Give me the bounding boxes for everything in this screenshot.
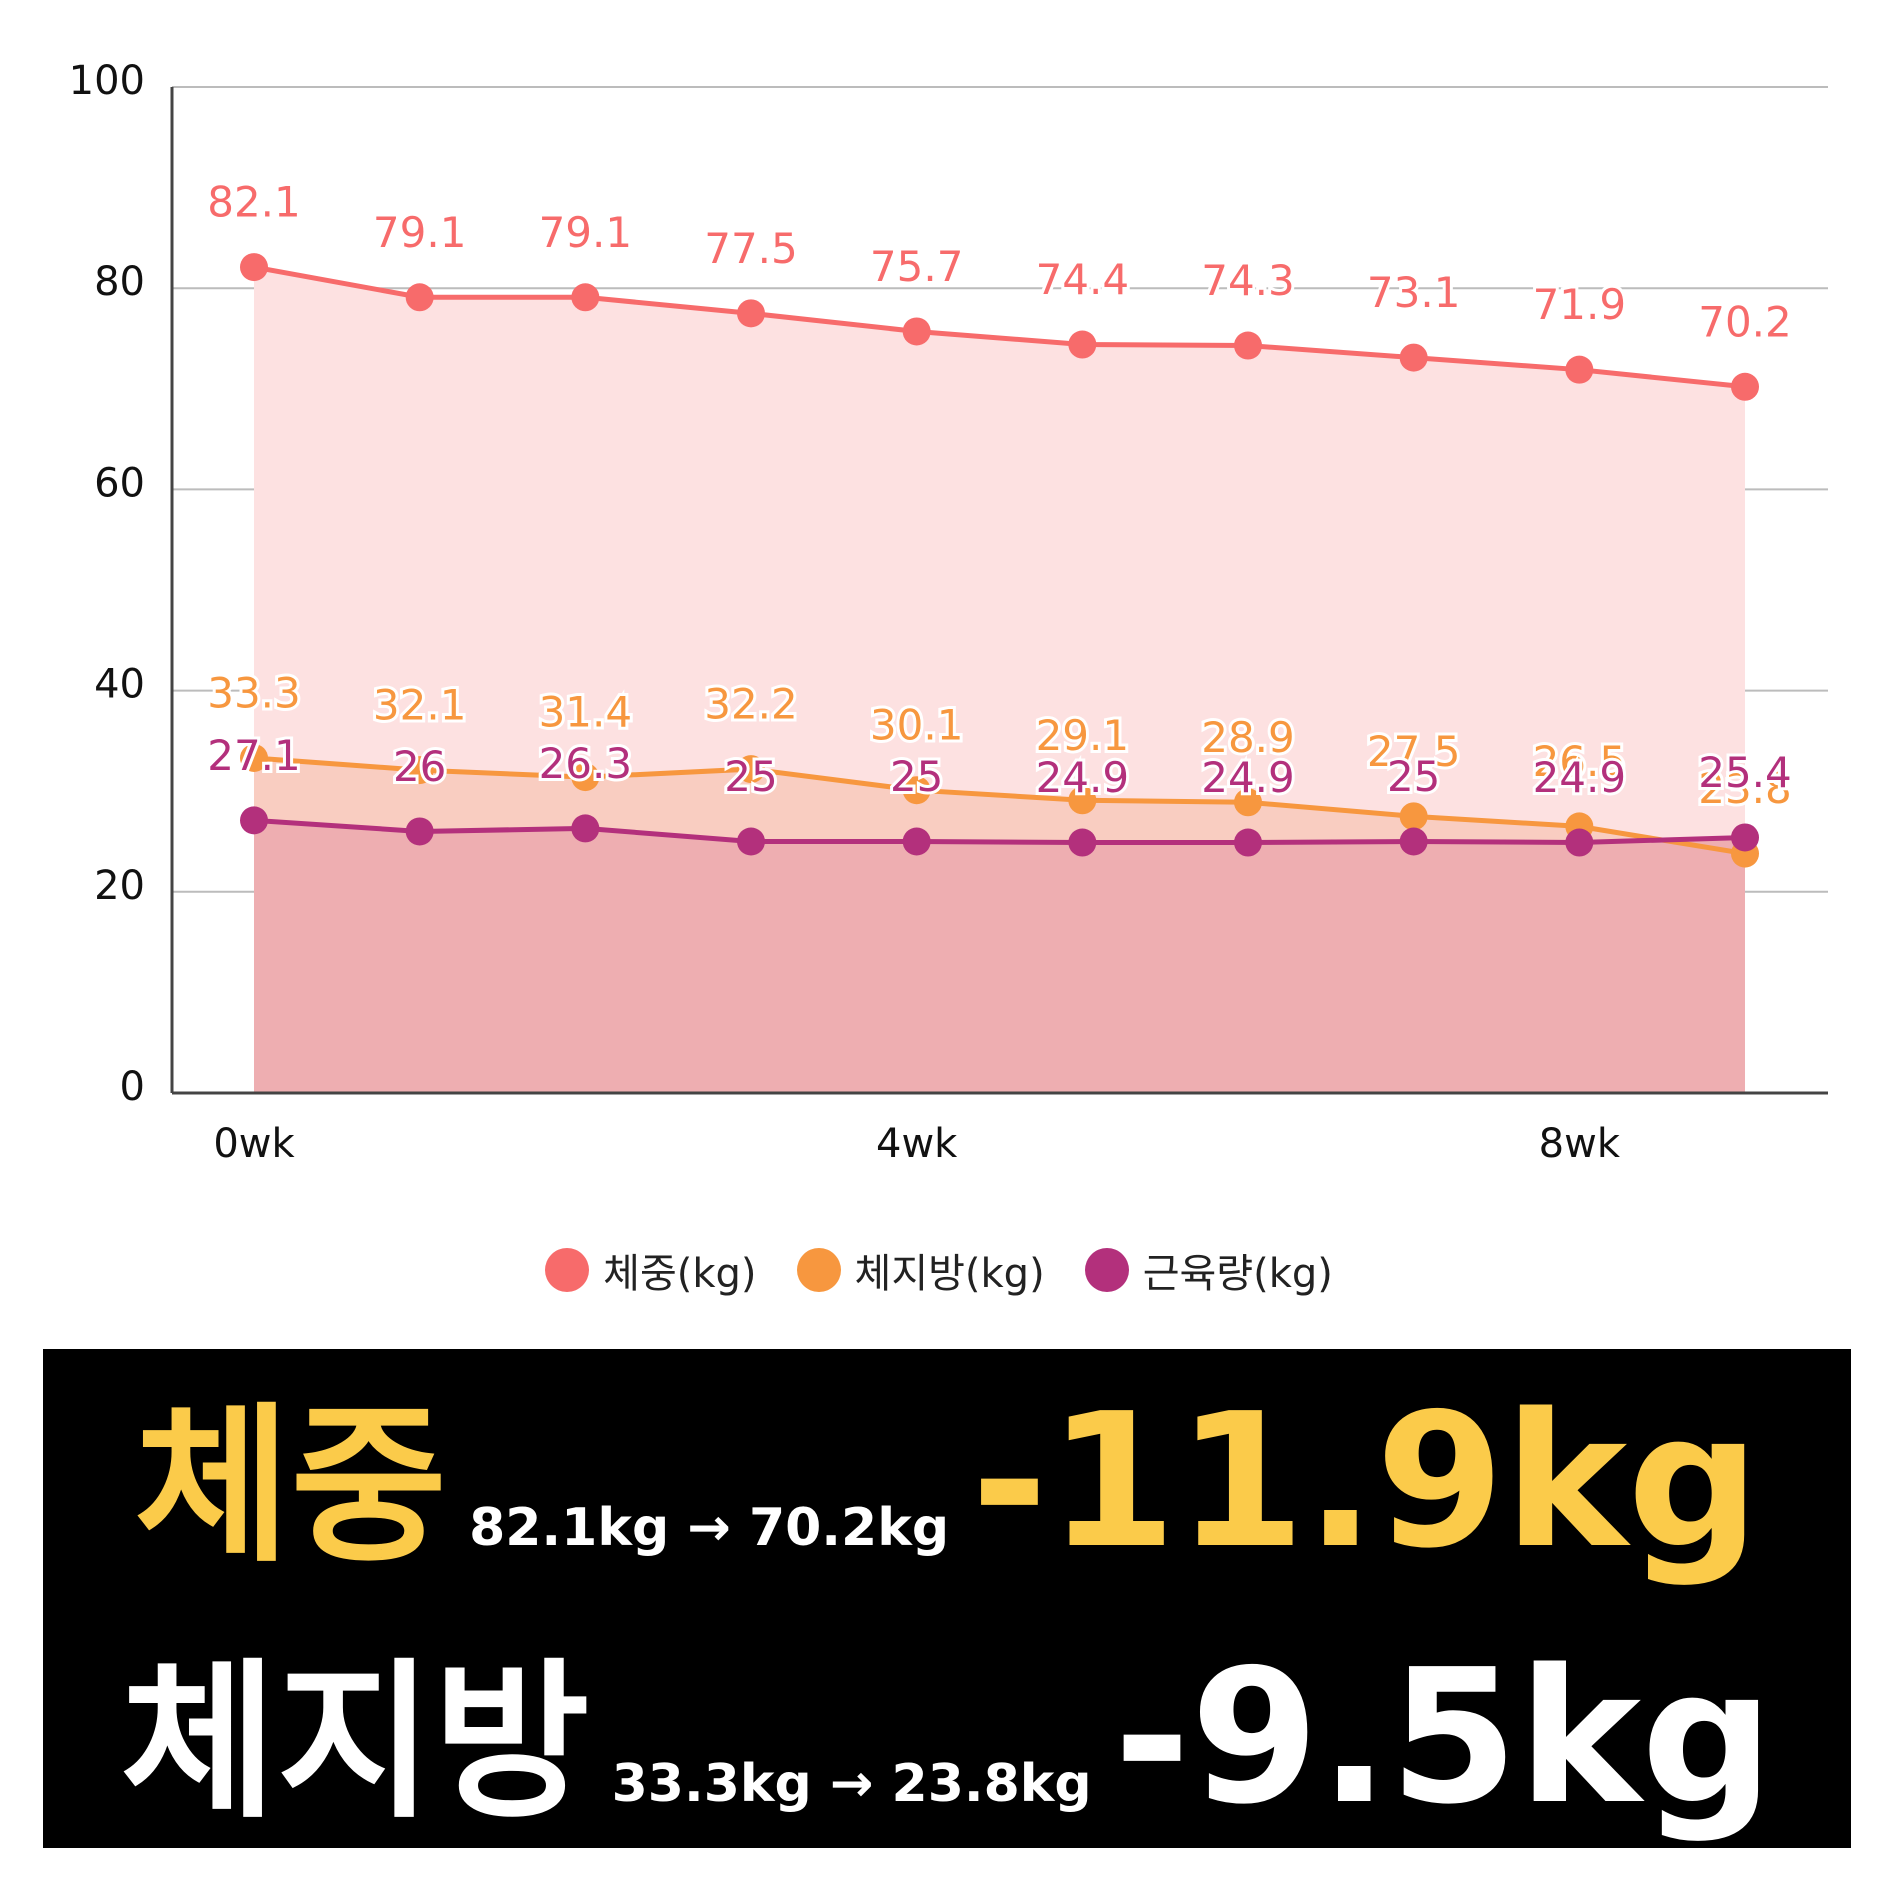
x-tick-label: 8wk bbox=[1539, 1121, 1621, 1167]
series-line bbox=[253, 755, 1746, 857]
data-point bbox=[902, 827, 931, 856]
legend-label: 근육량(kg) bbox=[1142, 1251, 1333, 1297]
summary-change: -9.5kg bbox=[1113, 1628, 1774, 1845]
data-point bbox=[405, 283, 434, 312]
data-point bbox=[737, 755, 765, 784]
series-line bbox=[253, 817, 1746, 846]
data-point bbox=[405, 756, 434, 785]
data-point bbox=[1234, 331, 1262, 360]
y-tick-label: 100 bbox=[69, 58, 145, 104]
y-tick-label: 80 bbox=[94, 259, 145, 305]
legend-marker bbox=[545, 1248, 590, 1292]
legend-label: 체지방(kg) bbox=[854, 1251, 1045, 1297]
data-label: 32.1 bbox=[373, 681, 467, 730]
data-point bbox=[1565, 828, 1594, 857]
data-label: 25.4 bbox=[1698, 748, 1792, 797]
data-point bbox=[1731, 823, 1759, 852]
data-point bbox=[240, 253, 268, 282]
data-label: 25 bbox=[1387, 752, 1440, 801]
summary-detail: 82.1kg → 70.2kg bbox=[469, 1497, 950, 1558]
data-point bbox=[1399, 343, 1428, 372]
data-label: 24.9 bbox=[1036, 753, 1130, 802]
data-point bbox=[571, 283, 600, 312]
summary-change: -11.9kg bbox=[971, 1372, 1760, 1589]
data-point bbox=[1068, 786, 1097, 815]
data-label: 82.1 bbox=[207, 178, 301, 227]
x-tick-label: 4wk bbox=[876, 1121, 958, 1167]
data-label: 24.9 bbox=[1533, 753, 1627, 802]
summary-detail: 33.3kg → 23.8kg bbox=[611, 1753, 1092, 1814]
series-line bbox=[253, 264, 1746, 390]
summary-box: 체중 82.1kg → 70.2kg -11.9kg 체지방 33.3kg → 23.8… bbox=[43, 1349, 1851, 1848]
data-point bbox=[1068, 330, 1097, 359]
summary-label: 체중 bbox=[134, 1387, 448, 1586]
data-point bbox=[571, 763, 600, 792]
chart: 0 20 40 60 80 100 0wk 4wk 8wk 82.1 79.1 79.1 77.5 75.… bbox=[69, 58, 1828, 1167]
data-label: 70.2 bbox=[1698, 297, 1792, 346]
data-label: 27.5 bbox=[1367, 727, 1461, 776]
data-label: 77.5 bbox=[704, 224, 798, 273]
data-point bbox=[902, 776, 931, 805]
legend-item: 근육량(kg) bbox=[1084, 1241, 1333, 1299]
data-label: 79.1 bbox=[539, 208, 633, 257]
data-label: 25 bbox=[890, 752, 943, 801]
data-point bbox=[1234, 788, 1262, 817]
legend: 체중(kg) 체지방(kg) 근육량(kg) bbox=[0, 1240, 1878, 1300]
data-label: 71.9 bbox=[1533, 280, 1627, 329]
data-label: 24.9 bbox=[1201, 753, 1295, 802]
data-label: 29.1 bbox=[1036, 711, 1130, 760]
data-point bbox=[1731, 372, 1759, 401]
data-point bbox=[737, 299, 765, 328]
data-point bbox=[902, 317, 931, 346]
y-tick-label: 60 bbox=[94, 460, 145, 506]
data-label: 26.5 bbox=[1533, 737, 1627, 786]
data-point bbox=[240, 744, 268, 773]
legend-marker bbox=[796, 1248, 841, 1292]
data-label: 75.7 bbox=[870, 242, 964, 291]
summary-label: 체지방 bbox=[120, 1643, 590, 1842]
legend-label: 체중(kg) bbox=[603, 1251, 757, 1297]
data-point bbox=[1234, 828, 1262, 857]
data-label: 26 bbox=[393, 742, 446, 791]
legend-item: 체중(kg) bbox=[545, 1241, 757, 1299]
data-point bbox=[405, 817, 434, 846]
y-tick-label: 0 bbox=[120, 1064, 145, 1110]
data-point bbox=[1399, 827, 1428, 856]
data-label: 31.4 bbox=[539, 688, 633, 737]
area bbox=[254, 820, 1745, 1093]
data-point bbox=[1565, 355, 1594, 384]
summary-row: 체지방 33.3kg → 23.8kg -9.5kg bbox=[43, 1604, 1851, 1850]
summary-row: 체중 82.1kg → 70.2kg -11.9kg bbox=[43, 1348, 1851, 1594]
x-tick-label: 0wk bbox=[213, 1121, 295, 1167]
data-label: 79.1 bbox=[373, 208, 467, 257]
data-label: 25 bbox=[724, 752, 777, 801]
data-point bbox=[1068, 828, 1097, 857]
data-point bbox=[737, 827, 765, 856]
y-tick-label: 20 bbox=[94, 863, 145, 909]
data-point bbox=[571, 814, 600, 843]
data-label: 73.1 bbox=[1367, 268, 1461, 317]
data-label: 33.3 bbox=[207, 669, 301, 718]
data-label: 30.1 bbox=[870, 701, 964, 750]
data-label: 74.4 bbox=[1036, 255, 1130, 304]
data-label: 74.3 bbox=[1201, 256, 1295, 305]
data-label: 28.9 bbox=[1201, 713, 1295, 762]
data-label: 26.3 bbox=[539, 739, 633, 788]
legend-marker bbox=[1084, 1248, 1129, 1292]
data-label: 23.8 bbox=[1698, 764, 1792, 813]
data-point bbox=[240, 806, 268, 835]
data-label: 27.1 bbox=[207, 731, 301, 780]
data-point bbox=[1399, 802, 1428, 831]
y-tick-label: 40 bbox=[94, 662, 145, 708]
data-label: 32.2 bbox=[704, 680, 798, 729]
legend-item: 체지방(kg) bbox=[796, 1241, 1045, 1299]
